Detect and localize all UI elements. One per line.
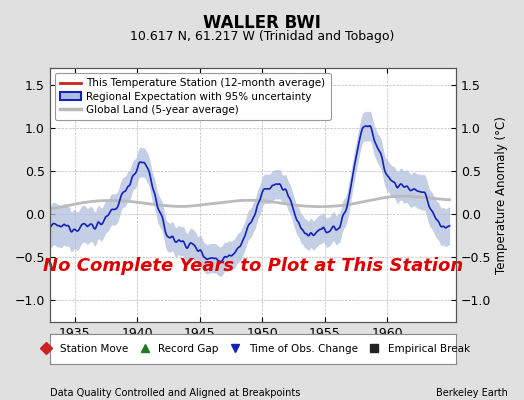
- Text: Data Quality Controlled and Aligned at Breakpoints: Data Quality Controlled and Aligned at B…: [50, 388, 300, 398]
- Text: Berkeley Earth: Berkeley Earth: [436, 388, 508, 398]
- Text: WALLER BWI: WALLER BWI: [203, 14, 321, 32]
- Legend: Station Move, Record Gap, Time of Obs. Change, Empirical Break: Station Move, Record Gap, Time of Obs. C…: [36, 344, 470, 354]
- Y-axis label: Temperature Anomaly (°C): Temperature Anomaly (°C): [495, 116, 508, 274]
- Text: 10.617 N, 61.217 W (Trinidad and Tobago): 10.617 N, 61.217 W (Trinidad and Tobago): [130, 30, 394, 43]
- Legend: This Temperature Station (12-month average), Regional Expectation with 95% uncer: This Temperature Station (12-month avera…: [55, 73, 331, 120]
- Text: No Complete Years to Plot at This Station: No Complete Years to Plot at This Statio…: [42, 257, 463, 275]
